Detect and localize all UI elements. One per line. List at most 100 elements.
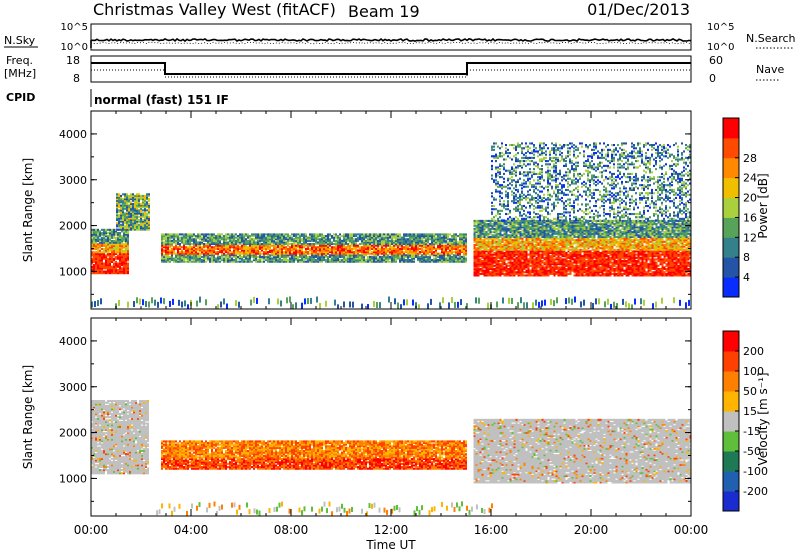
heatmap-cell bbox=[120, 214, 122, 217]
heatmap-cell bbox=[557, 243, 560, 247]
heatmap-cell bbox=[225, 259, 227, 262]
heatmap-cell bbox=[513, 247, 516, 250]
heatmap-cell bbox=[118, 223, 120, 226]
heatmap-cell bbox=[481, 269, 484, 272]
heatmap-cell bbox=[289, 236, 291, 239]
heatmap-cell bbox=[369, 259, 371, 262]
heatmap-cell bbox=[111, 228, 113, 231]
heatmap-cell bbox=[575, 269, 578, 272]
heatmap-cell bbox=[507, 256, 510, 259]
heatmap-cell bbox=[525, 250, 528, 253]
heatmap-cell bbox=[535, 274, 538, 277]
heatmap-cell bbox=[271, 259, 273, 262]
heatmap-cell bbox=[341, 251, 343, 254]
heatmap-cell bbox=[431, 252, 433, 255]
heatmap-cell bbox=[485, 234, 488, 237]
heatmap-cell bbox=[231, 254, 233, 257]
heatmap-cell bbox=[333, 260, 335, 263]
heatmap-cell bbox=[121, 236, 123, 239]
heatmap-cell bbox=[255, 251, 257, 254]
heatmap-cell bbox=[277, 236, 279, 239]
heatmap-cell bbox=[511, 269, 514, 272]
heatmap-cell bbox=[315, 238, 317, 241]
heatmap-cell bbox=[473, 267, 476, 271]
heatmap-cell bbox=[413, 238, 415, 241]
heatmap-cell bbox=[461, 251, 463, 254]
heatmap-cell bbox=[323, 251, 325, 254]
heatmap-cell bbox=[459, 243, 461, 246]
heatmap-cell bbox=[521, 247, 524, 250]
heatmap-cell bbox=[130, 209, 132, 212]
heatmap-cell bbox=[497, 224, 500, 227]
heatmap-cell bbox=[295, 239, 297, 242]
heatmap-cell bbox=[539, 253, 542, 256]
heatmap-cell bbox=[115, 249, 117, 252]
heatmap-cell bbox=[421, 238, 423, 241]
heatmap-cell bbox=[517, 258, 520, 261]
heatmap-cell bbox=[493, 267, 496, 271]
heatmap-cell bbox=[295, 241, 297, 244]
heatmap-cell bbox=[385, 243, 387, 246]
heatmap-cell bbox=[221, 247, 223, 250]
heatmap-cell bbox=[499, 221, 502, 224]
heatmap-cell bbox=[325, 243, 327, 246]
heatmap-cell bbox=[475, 267, 478, 271]
heatmap-cell bbox=[439, 246, 441, 249]
heatmap-cell bbox=[101, 272, 103, 275]
heatmap-cell bbox=[185, 252, 187, 255]
heatmap-cell bbox=[132, 210, 134, 214]
heatmap-cell bbox=[513, 251, 516, 255]
heatmap-cell bbox=[289, 239, 291, 242]
heatmap-cell bbox=[521, 232, 524, 235]
heatmap-cell bbox=[369, 238, 371, 241]
heatmap-cell bbox=[577, 251, 580, 255]
heatmap-cell bbox=[138, 226, 140, 230]
heatmap-cell bbox=[303, 255, 305, 258]
heatmap-cell bbox=[120, 228, 122, 231]
heatmap-cell bbox=[117, 238, 119, 241]
heatmap-cell bbox=[115, 233, 117, 236]
heatmap-cell bbox=[393, 254, 395, 257]
heatmap-cell bbox=[181, 255, 183, 258]
heatmap-cell bbox=[295, 246, 297, 249]
heatmap-cell bbox=[125, 246, 127, 249]
heatmap-cell bbox=[339, 246, 341, 249]
heatmap-cell bbox=[511, 264, 514, 267]
heatmap-cell bbox=[571, 269, 574, 272]
heatmap-cell bbox=[459, 257, 461, 260]
heatmap-cell bbox=[535, 223, 538, 226]
heatmap-cell bbox=[507, 234, 510, 237]
heatmap-cell bbox=[487, 242, 490, 245]
heatmap-cell bbox=[511, 258, 514, 261]
heatmap-cell bbox=[165, 238, 167, 241]
heatmap-cell bbox=[465, 244, 467, 247]
heatmap-cell bbox=[511, 255, 514, 258]
heatmap-cell bbox=[549, 242, 552, 245]
heatmap-cell bbox=[253, 234, 255, 238]
heatmap-cell bbox=[533, 269, 536, 272]
heatmap-cell bbox=[99, 256, 101, 259]
heatmap-cell bbox=[213, 254, 215, 257]
heatmap-cell bbox=[259, 252, 261, 255]
heatmap-cell bbox=[277, 243, 279, 246]
heatmap-cell bbox=[217, 254, 219, 257]
heatmap-cell bbox=[573, 247, 576, 250]
heatmap-cell bbox=[555, 221, 558, 224]
heatmap-cell bbox=[111, 265, 113, 268]
heatmap-cell bbox=[549, 224, 552, 227]
heatmap-cell bbox=[123, 243, 125, 246]
heatmap-cell bbox=[199, 244, 201, 247]
heatmap-cell bbox=[293, 233, 295, 236]
heatmap-cell bbox=[539, 226, 542, 229]
heatmap-cell bbox=[383, 249, 385, 252]
heatmap-cell bbox=[535, 226, 538, 229]
heatmap-cell bbox=[126, 207, 128, 210]
heatmap-cell bbox=[355, 234, 357, 238]
heatmap-cell bbox=[569, 248, 572, 251]
heatmap-cell bbox=[547, 272, 550, 275]
heatmap-cell bbox=[553, 266, 556, 269]
heatmap-cell bbox=[215, 241, 217, 244]
heatmap-cell bbox=[373, 251, 375, 254]
heatmap-cell bbox=[263, 244, 265, 247]
heatmap-cell bbox=[545, 264, 548, 267]
